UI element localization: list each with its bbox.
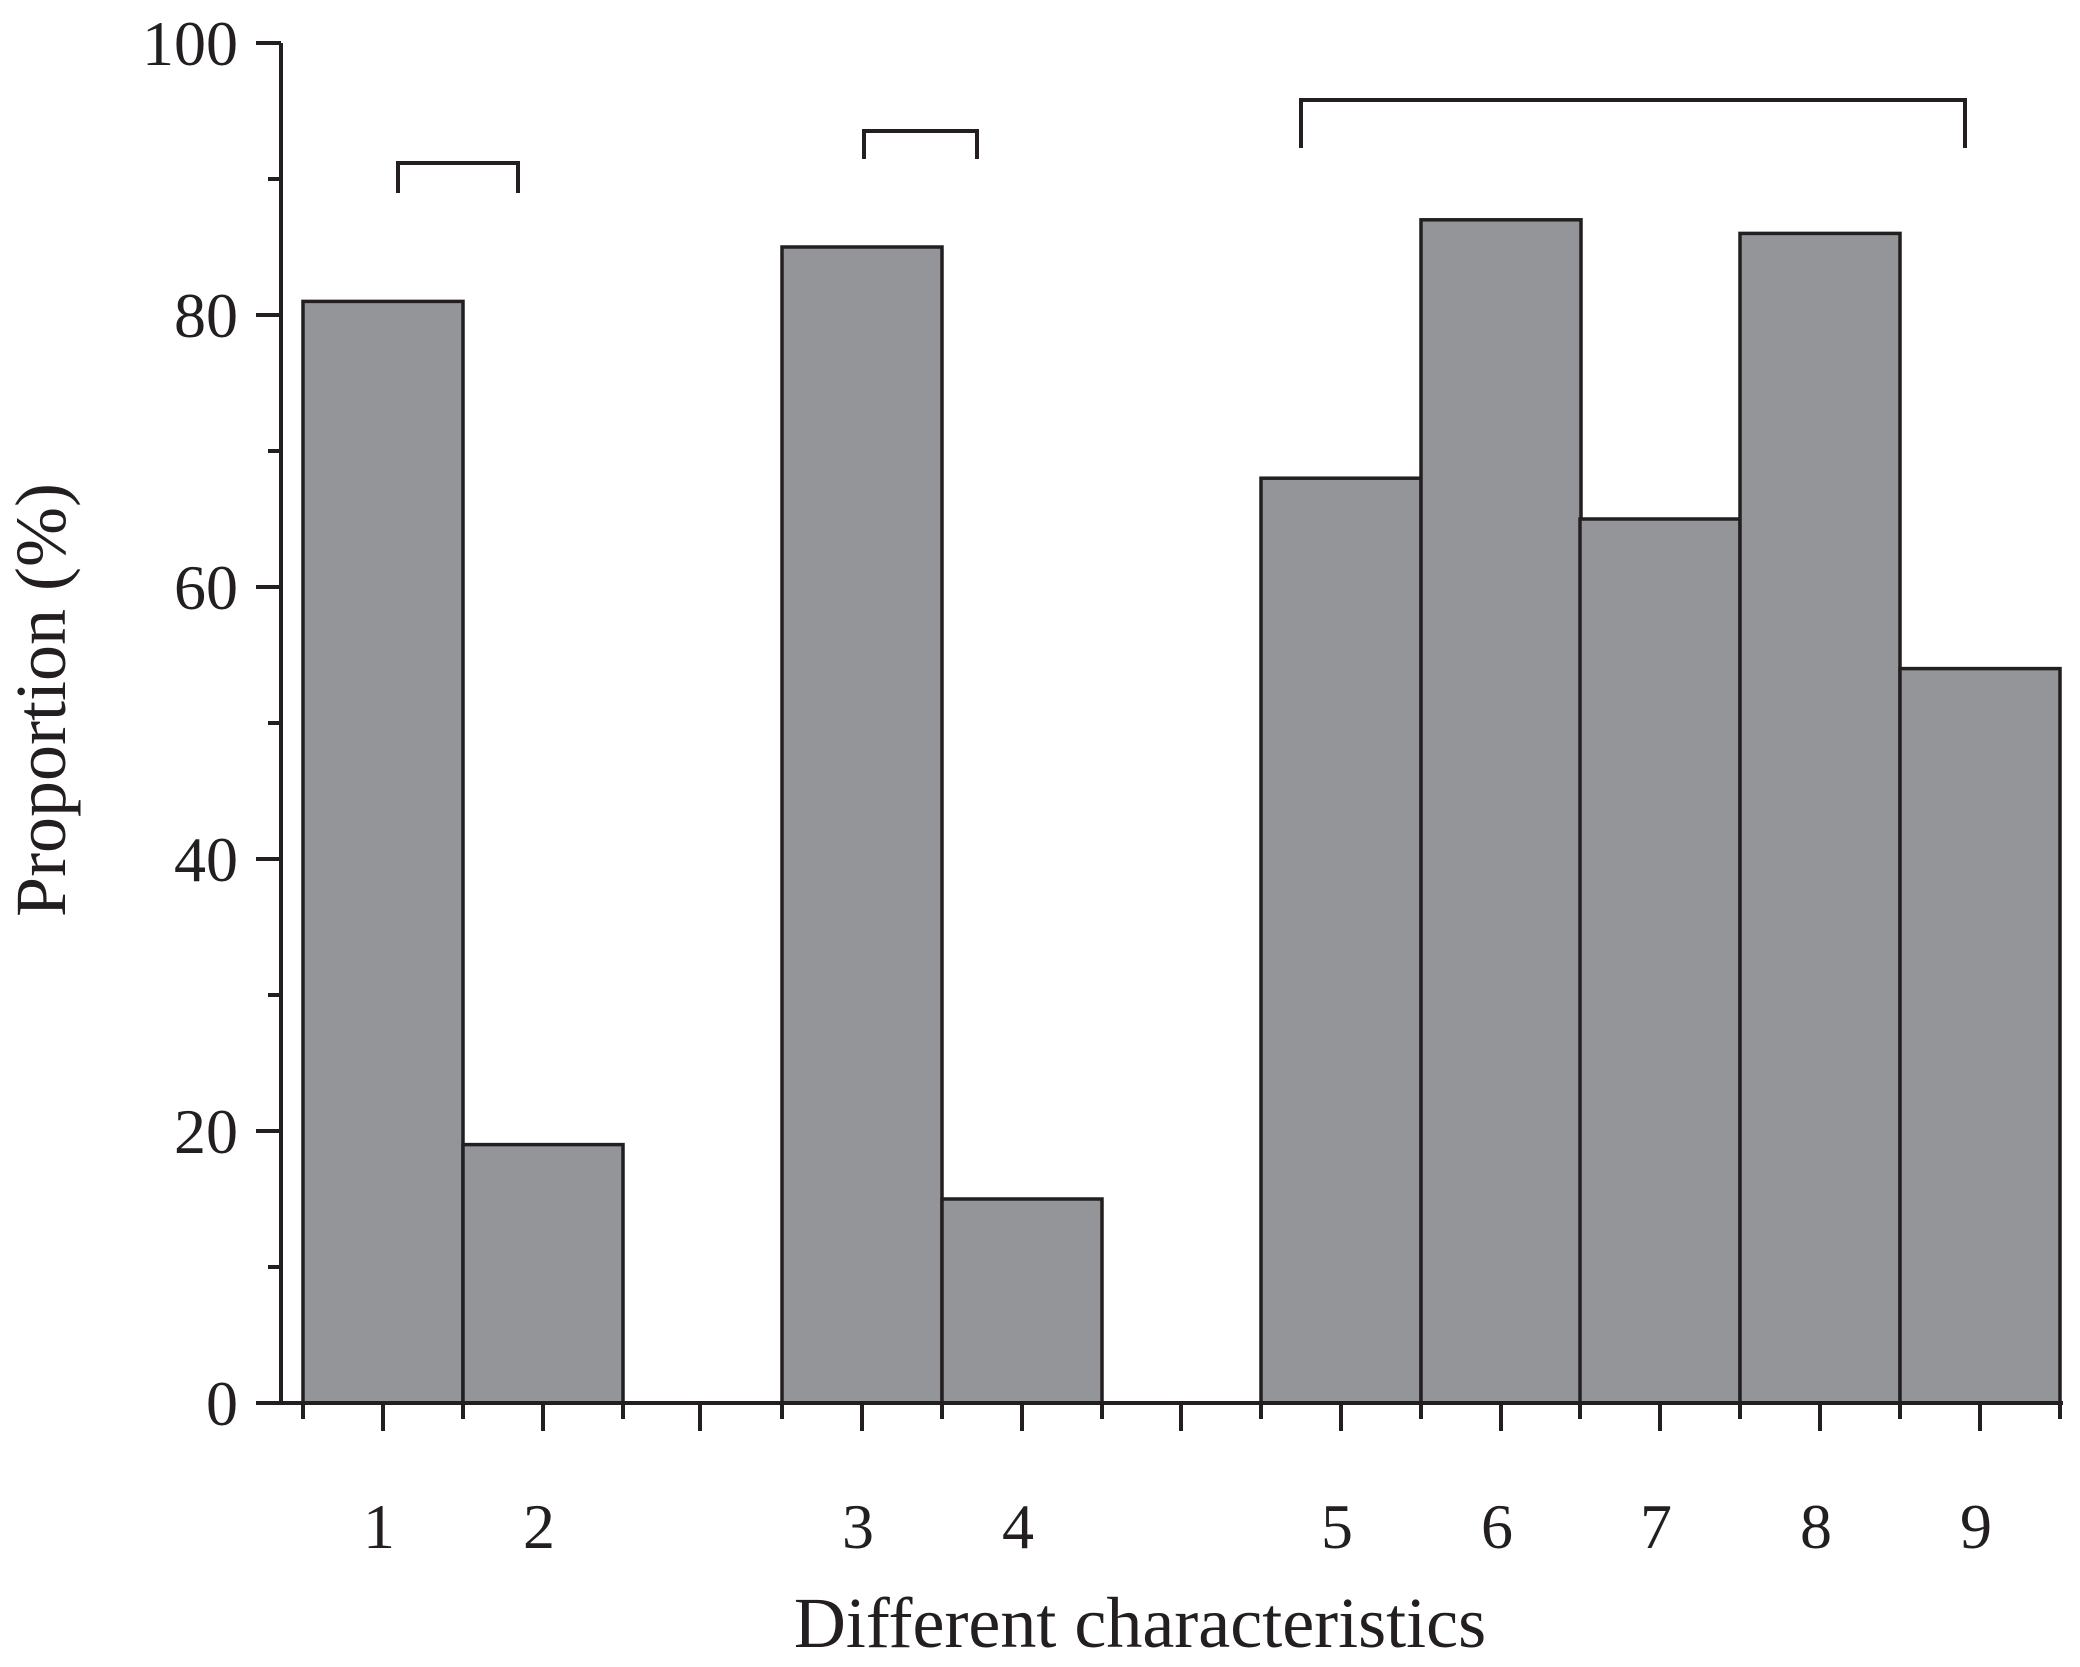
x-tick-label-9: 9: [1960, 1491, 1992, 1562]
group-bracket-1: [396, 161, 520, 193]
y-tick-label-100: 100: [142, 8, 238, 79]
bar-9: [1898, 666, 2062, 1405]
x-tick-label-3: 3: [842, 1491, 874, 1562]
bar-5: [1259, 476, 1423, 1405]
x-tick-label-2: 2: [523, 1491, 555, 1562]
bar-1: [301, 299, 465, 1405]
bar-7: [1578, 517, 1742, 1405]
bars-layer: [301, 218, 2062, 1405]
x-tick-label-5: 5: [1321, 1491, 1353, 1562]
x-tick-label-8: 8: [1800, 1491, 1832, 1562]
x-axis-ticks: 1 2 3 4 5 6 7 8 9: [301, 1403, 2062, 1562]
x-tick-label-6: 6: [1481, 1491, 1513, 1562]
x-tick-label-4: 4: [1002, 1491, 1034, 1562]
bar-8: [1738, 231, 1902, 1405]
group-bracket-3: [1299, 98, 1967, 148]
x-axis-title: Different characteristics: [794, 1583, 1486, 1663]
y-tick-label-80: 80: [174, 280, 238, 351]
group-brackets: [396, 98, 1967, 193]
y-tick-label-0: 0: [206, 1368, 238, 1439]
y-tick-label-60: 60: [174, 552, 238, 623]
bar-6: [1419, 218, 1583, 1405]
bar-4: [940, 1197, 1104, 1405]
y-tick-label-20: 20: [174, 1096, 238, 1167]
bar-3: [780, 245, 944, 1405]
y-axis-title: Proportion (%): [1, 483, 81, 917]
x-tick-label-7: 7: [1640, 1491, 1672, 1562]
y-axis-ticks: 0 20 40 60 80 100: [142, 8, 281, 1439]
bar-2: [461, 1142, 625, 1405]
x-tick-label-1: 1: [363, 1491, 395, 1562]
group-bracket-2: [862, 129, 979, 159]
y-tick-label-40: 40: [174, 824, 238, 895]
